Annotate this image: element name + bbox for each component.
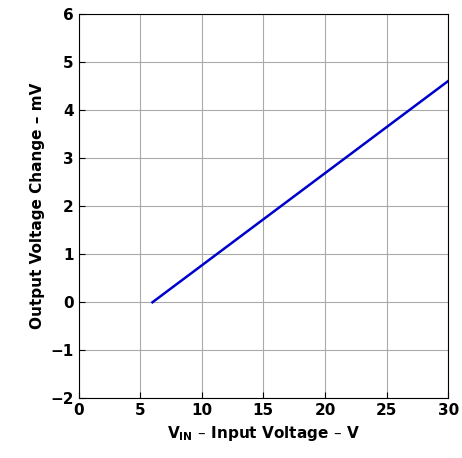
X-axis label: $\mathbf{V_{IN}}$ – Input Voltage – V: $\mathbf{V_{IN}}$ – Input Voltage – V (167, 424, 360, 443)
Y-axis label: Output Voltage Change – mV: Output Voltage Change – mV (30, 83, 45, 329)
